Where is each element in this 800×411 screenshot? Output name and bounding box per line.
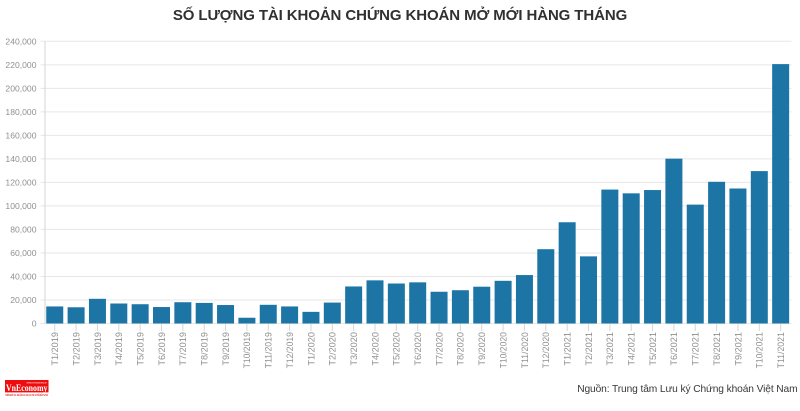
svg-text:220,000: 220,000 bbox=[5, 60, 36, 70]
svg-text:T10/2021: T10/2021 bbox=[755, 332, 765, 368]
svg-text:T2/2019: T2/2019 bbox=[71, 332, 81, 366]
svg-text:T8/2019: T8/2019 bbox=[200, 332, 210, 366]
svg-text:120,000: 120,000 bbox=[5, 178, 36, 188]
svg-text:T4/2021: T4/2021 bbox=[627, 332, 637, 366]
svg-text:T10/2020: T10/2020 bbox=[498, 332, 508, 368]
svg-text:T5/2021: T5/2021 bbox=[648, 332, 658, 366]
svg-text:T12/2020: T12/2020 bbox=[541, 332, 551, 368]
svg-text:DIỄN ĐÀN CỦA HỘI KHOA HỌC KINH: DIỄN ĐÀN CỦA HỘI KHOA HỌC KINH TẾ VIỆT N… bbox=[5, 392, 49, 397]
svg-text:160,000: 160,000 bbox=[5, 131, 36, 141]
svg-text:T1/2019: T1/2019 bbox=[50, 332, 60, 366]
svg-text:140,000: 140,000 bbox=[5, 154, 36, 164]
svg-text:T3/2021: T3/2021 bbox=[605, 332, 615, 366]
svg-text:T11/2019: T11/2019 bbox=[264, 332, 274, 368]
svg-text:T2/2020: T2/2020 bbox=[328, 332, 338, 366]
svg-text:T12/2019: T12/2019 bbox=[285, 332, 295, 368]
svg-text:T3/2020: T3/2020 bbox=[349, 332, 359, 366]
svg-text:T1/2021: T1/2021 bbox=[562, 332, 572, 366]
svg-text:T10/2019: T10/2019 bbox=[242, 332, 252, 368]
svg-text:T1/2020: T1/2020 bbox=[306, 332, 316, 366]
svg-text:Nguồn: Trung tâm Lưu ký Chứng: Nguồn: Trung tâm Lưu ký Chứng khoán Việt… bbox=[577, 383, 797, 395]
svg-text:100,000: 100,000 bbox=[5, 201, 36, 211]
svg-text:T4/2020: T4/2020 bbox=[370, 332, 380, 366]
svg-text:T8/2021: T8/2021 bbox=[712, 332, 722, 366]
svg-text:T6/2019: T6/2019 bbox=[157, 332, 167, 366]
svg-text:T7/2019: T7/2019 bbox=[178, 332, 188, 366]
svg-text:200,000: 200,000 bbox=[5, 84, 36, 94]
svg-text:VnEconomy: VnEconomy bbox=[6, 383, 48, 394]
svg-text:T7/2021: T7/2021 bbox=[691, 332, 701, 366]
svg-text:SỐ LƯỢNG TÀI KHOẢN CHỨNG KHOÁN: SỐ LƯỢNG TÀI KHOẢN CHỨNG KHOÁN MỞ MỚI HÀ… bbox=[173, 6, 627, 24]
svg-text:20,000: 20,000 bbox=[10, 295, 37, 305]
svg-text:T6/2021: T6/2021 bbox=[669, 332, 679, 366]
svg-text:T5/2020: T5/2020 bbox=[392, 332, 402, 366]
svg-text:T5/2019: T5/2019 bbox=[135, 332, 145, 366]
svg-text:60,000: 60,000 bbox=[10, 248, 37, 258]
svg-text:T4/2019: T4/2019 bbox=[114, 332, 124, 366]
svg-text:240,000: 240,000 bbox=[5, 37, 36, 47]
svg-text:T11/2020: T11/2020 bbox=[520, 332, 530, 368]
svg-text:0: 0 bbox=[32, 319, 37, 329]
svg-text:T7/2020: T7/2020 bbox=[434, 332, 444, 366]
svg-text:T9/2021: T9/2021 bbox=[733, 332, 743, 366]
svg-text:T9/2019: T9/2019 bbox=[221, 332, 231, 366]
svg-text:T8/2020: T8/2020 bbox=[456, 332, 466, 366]
svg-text:80,000: 80,000 bbox=[10, 225, 37, 235]
svg-text:40,000: 40,000 bbox=[10, 272, 37, 282]
svg-text:T11/2021: T11/2021 bbox=[776, 332, 786, 368]
svg-text:www.vneconomy.vn: www.vneconomy.vn bbox=[27, 383, 48, 385]
svg-text:T2/2021: T2/2021 bbox=[584, 332, 594, 366]
svg-text:T9/2020: T9/2020 bbox=[477, 332, 487, 366]
svg-text:180,000: 180,000 bbox=[5, 107, 36, 117]
svg-text:T6/2020: T6/2020 bbox=[413, 332, 423, 366]
svg-text:T3/2019: T3/2019 bbox=[93, 332, 103, 366]
